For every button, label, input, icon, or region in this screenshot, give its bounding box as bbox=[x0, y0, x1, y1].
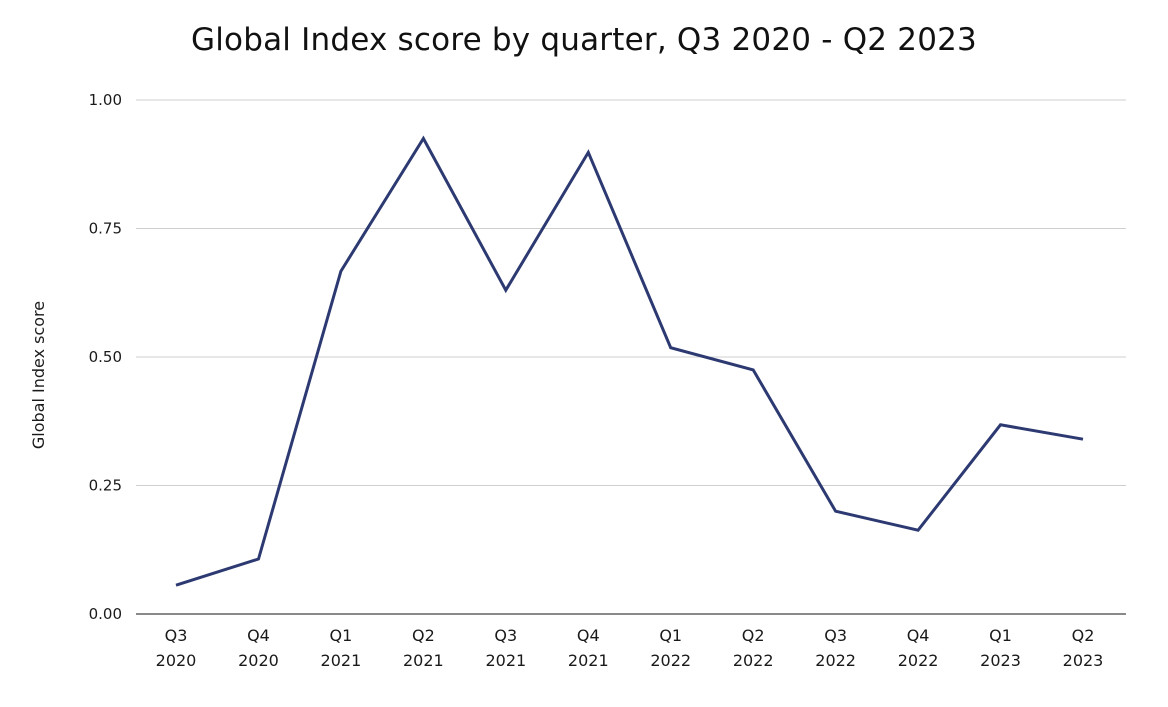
x-tick-label: Q1 2022 bbox=[650, 626, 691, 670]
x-tick-label: Q2 2021 bbox=[403, 626, 444, 670]
x-tick-label: Q3 2020 bbox=[156, 626, 197, 670]
y-tick-label: 0.00 bbox=[89, 605, 122, 623]
chart-title: Global Index score by quarter, Q3 2020 -… bbox=[191, 22, 977, 58]
y-tick-label: 0.75 bbox=[89, 220, 122, 238]
x-tick-label: Q2 2023 bbox=[1063, 626, 1104, 670]
series-line bbox=[175, 135, 1084, 587]
x-tick-label: Q4 2021 bbox=[568, 626, 609, 670]
x-tick-label: Q3 2021 bbox=[485, 626, 526, 670]
y-axis-label: Global Index score bbox=[29, 301, 48, 449]
series bbox=[175, 135, 1084, 587]
y-tick-label: 1.00 bbox=[89, 91, 122, 109]
x-tick-label: Q4 2020 bbox=[238, 626, 279, 670]
gridlines bbox=[136, 99, 1126, 486]
y-tick-label: 0.25 bbox=[89, 477, 122, 495]
x-tick-label: Q1 2023 bbox=[980, 626, 1021, 670]
y-axis-ticks: 0.00 0.25 0.50 0.75 1.00 bbox=[89, 91, 122, 623]
y-tick-label: 0.50 bbox=[89, 348, 122, 366]
x-tick-label: Q4 2022 bbox=[898, 626, 939, 670]
x-tick-label: Q2 2022 bbox=[733, 626, 774, 670]
x-axis-ticks: Q3 2020 Q4 2020 Q1 2021 Q2 2021 Q3 2021 Q4 2021 Q1 20… bbox=[156, 626, 1104, 670]
x-tick-label: Q1 2021 bbox=[321, 626, 362, 670]
x-tick-label: Q3 2022 bbox=[815, 626, 856, 670]
